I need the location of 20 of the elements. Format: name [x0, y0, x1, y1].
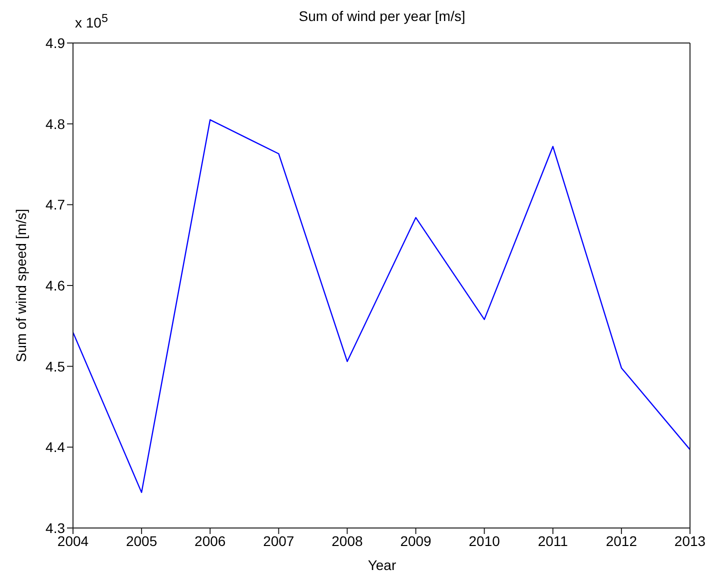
- x-tick-label: 2007: [263, 532, 294, 549]
- y-tick-label: 4.6: [46, 277, 66, 294]
- x-tick-label: 2012: [606, 532, 638, 549]
- y-axis-title: Sum of wind speed [m/s]: [12, 208, 29, 362]
- x-tick-label: 2005: [126, 532, 158, 549]
- y-tick-label: 4.9: [46, 34, 66, 51]
- y-tick-label: 4.5: [46, 358, 66, 374]
- text: x 10$^{5}$: [75, 12, 108, 31]
- x-tick-label: 2009: [400, 532, 432, 549]
- x-tick-label: 2011: [538, 532, 568, 549]
- x-tick-label: 2010: [468, 532, 500, 549]
- x-tick-label: 2013: [674, 532, 706, 549]
- x-tick-label: 2008: [332, 532, 364, 549]
- x-tick-label: 2006: [194, 532, 226, 549]
- chart-title: Sum of wind per year [m/s]: [298, 8, 466, 24]
- y-tick-label: 4.8: [46, 116, 66, 132]
- y-tick-label: 4.4: [46, 439, 66, 456]
- y-tick-label: 4.7: [46, 196, 66, 213]
- line-series: [73, 119, 690, 494]
- x-axis-title: Year: [366, 557, 398, 573]
